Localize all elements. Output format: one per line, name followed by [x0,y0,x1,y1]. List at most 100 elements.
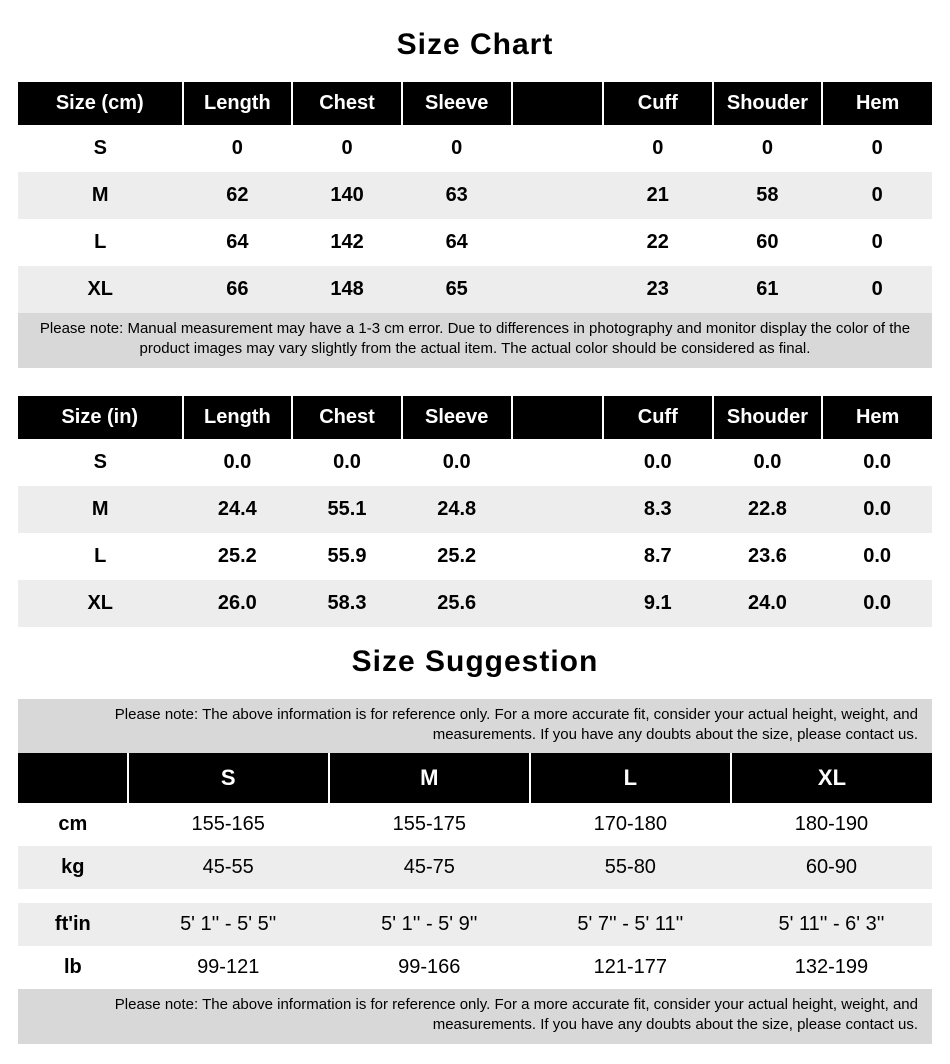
cell: 8.3 [603,486,713,533]
col-chest: Chest [292,82,402,125]
cell: 5' 1'' - 5' 9'' [329,903,530,946]
cell: 62 [183,172,293,219]
col-m: M [329,753,530,803]
note-cm: Please note: Manual measurement may have… [18,313,932,368]
size-table-in: Size (in) Length Chest Sleeve Cuff Shoud… [18,396,932,627]
cell-blank [512,580,603,627]
cell: 170-180 [530,803,731,846]
row-label-cm: cm [18,803,128,846]
cell: 132-199 [731,946,932,989]
size-table-cm: Size (cm) Length Chest Sleeve Cuff Shoud… [18,82,932,313]
row-label-ftin: ft'in [18,903,128,946]
cell: 121-177 [530,946,731,989]
col-l: L [530,753,731,803]
cell-size: S [18,125,183,172]
cell-size: M [18,486,183,533]
cell-size: XL [18,266,183,313]
table-row: M 24.4 55.1 24.8 8.3 22.8 0.0 [18,486,932,533]
cell: 0 [603,125,713,172]
cell: 140 [292,172,402,219]
cell: 58.3 [292,580,402,627]
cell: 0 [713,125,823,172]
cell: 63 [402,172,512,219]
cell: 99-121 [128,946,329,989]
cell-blank [512,439,603,486]
cell: 25.6 [402,580,512,627]
note-suggestion-top: Please note: The above information is fo… [18,699,932,754]
table-row: S 0 0 0 0 0 0 [18,125,932,172]
spacer-row [18,889,932,903]
cell-size: S [18,439,183,486]
cell: 155-175 [329,803,530,846]
col-hem: Hem [822,82,932,125]
cell: 23.6 [713,533,823,580]
cell: 0.0 [603,439,713,486]
col-chest: Chest [292,396,402,439]
cell: 65 [402,266,512,313]
cell: 142 [292,219,402,266]
col-size: Size (in) [18,396,183,439]
cell: 24.0 [713,580,823,627]
section-title-size-chart: Size Chart [18,28,932,62]
cell: 64 [402,219,512,266]
cell: 0.0 [822,486,932,533]
cell: 0 [402,125,512,172]
col-hem: Hem [822,396,932,439]
cell-size: M [18,172,183,219]
cell: 0 [822,266,932,313]
cell: 21 [603,172,713,219]
cell: 24.8 [402,486,512,533]
cell-blank [512,266,603,313]
cell: 55.9 [292,533,402,580]
col-sleeve: Sleeve [402,396,512,439]
cell: 5' 7'' - 5' 11'' [530,903,731,946]
cell: 58 [713,172,823,219]
cell: 25.2 [402,533,512,580]
cell: 0.0 [292,439,402,486]
row-label-kg: kg [18,846,128,889]
cell: 0.0 [183,439,293,486]
cell: 0 [822,219,932,266]
suggestion-table: S M L XL cm 155-165 155-175 170-180 180-… [18,753,932,989]
cell: 26.0 [183,580,293,627]
table-row: lb 99-121 99-166 121-177 132-199 [18,946,932,989]
col-length: Length [183,82,293,125]
cell: 66 [183,266,293,313]
table-row: cm 155-165 155-175 170-180 180-190 [18,803,932,846]
cell: 0.0 [822,439,932,486]
cell-blank [512,125,603,172]
cell-size: XL [18,580,183,627]
col-cuff: Cuff [603,82,713,125]
cell: 5' 1'' - 5' 5'' [128,903,329,946]
cell: 22 [603,219,713,266]
col-length: Length [183,396,293,439]
row-label-lb: lb [18,946,128,989]
col-shoulder: Shouder [713,396,823,439]
table-header-row: S M L XL [18,753,932,803]
cell: 24.4 [183,486,293,533]
cell: 64 [183,219,293,266]
table-row: S 0.0 0.0 0.0 0.0 0.0 0.0 [18,439,932,486]
table-row: L 25.2 55.9 25.2 8.7 23.6 0.0 [18,533,932,580]
cell: 55.1 [292,486,402,533]
col-size: Size (cm) [18,82,183,125]
cell: 0 [292,125,402,172]
table-row: L 64 142 64 22 60 0 [18,219,932,266]
cell: 155-165 [128,803,329,846]
cell-blank [512,219,603,266]
col-s: S [128,753,329,803]
cell: 61 [713,266,823,313]
cell: 8.7 [603,533,713,580]
cell: 23 [603,266,713,313]
table-header-row: Size (in) Length Chest Sleeve Cuff Shoud… [18,396,932,439]
table-header-row: Size (cm) Length Chest Sleeve Cuff Shoud… [18,82,932,125]
cell: 0.0 [402,439,512,486]
table-row: kg 45-55 45-75 55-80 60-90 [18,846,932,889]
cell: 60-90 [731,846,932,889]
cell: 148 [292,266,402,313]
col-cuff: Cuff [603,396,713,439]
table-row: XL 26.0 58.3 25.6 9.1 24.0 0.0 [18,580,932,627]
cell: 0.0 [713,439,823,486]
col-sleeve: Sleeve [402,82,512,125]
cell: 180-190 [731,803,932,846]
